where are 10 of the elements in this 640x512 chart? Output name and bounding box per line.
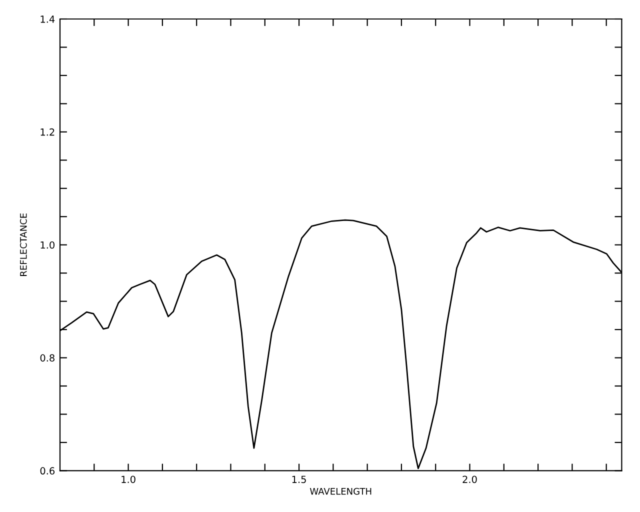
x-tick-label: 1.5 bbox=[292, 476, 306, 484]
x-tick-label: 1.0 bbox=[122, 476, 136, 484]
y-tick-label: 1.4 bbox=[40, 16, 55, 23]
y-tick-label: 0.8 bbox=[40, 354, 54, 362]
y-tick-label: 1.2 bbox=[40, 128, 54, 136]
y-tick-label: 1.0 bbox=[40, 241, 54, 249]
y-tick-label: 0.6 bbox=[40, 467, 55, 475]
y-axis-title: REFLECTANCE bbox=[20, 213, 27, 276]
x-tick-label: 2.0 bbox=[462, 476, 477, 484]
x-axis-title: WAVELENGTH bbox=[310, 488, 372, 495]
